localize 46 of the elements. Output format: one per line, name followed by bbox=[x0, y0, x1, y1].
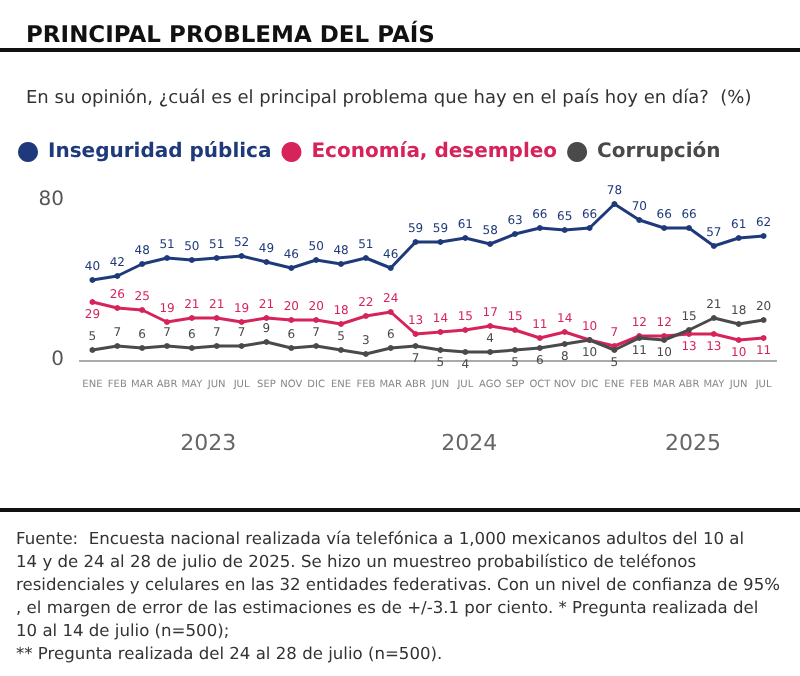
text: 2025 bbox=[665, 430, 721, 456]
point bbox=[89, 347, 96, 353]
point bbox=[412, 331, 419, 337]
line-series bbox=[89, 315, 767, 357]
legend-label: Economía, desempleo bbox=[311, 141, 558, 163]
legend-label: Inseguridad pública bbox=[48, 141, 272, 163]
point bbox=[760, 233, 767, 239]
point bbox=[288, 265, 295, 271]
point bbox=[387, 345, 394, 351]
point bbox=[437, 347, 444, 353]
point bbox=[89, 299, 96, 305]
text: 2023 bbox=[180, 430, 237, 456]
point bbox=[263, 315, 270, 321]
point bbox=[238, 343, 245, 349]
point bbox=[412, 239, 419, 245]
y-tick-label: 80 bbox=[38, 189, 64, 211]
point bbox=[412, 343, 419, 349]
point bbox=[561, 329, 568, 335]
point bbox=[710, 315, 717, 321]
point bbox=[114, 273, 121, 279]
point bbox=[760, 335, 767, 341]
point bbox=[437, 329, 444, 335]
point bbox=[437, 239, 444, 245]
y-tick-label: 0 bbox=[51, 349, 64, 371]
point bbox=[263, 259, 270, 265]
point bbox=[735, 235, 742, 241]
point bbox=[89, 277, 96, 283]
point bbox=[139, 307, 146, 313]
point bbox=[710, 243, 717, 249]
point bbox=[760, 317, 767, 323]
line-series bbox=[89, 201, 767, 283]
source-note: Fuente: Encuesta nacional realizada vía telefónica a 1,000 mexicanos adultos del 10 al 14 y de 24 al 28 de julio de 2025. Se hizo un muestreo probabilístico de teléfonos residenciales y celulares en las 32 entidades federativas. Con un nivel de confianza de 95%, el margen de error de las estimaciones es de +/-3.1 por ciento. * Pregunta realizada del 10 al 14 de julio (n=500); ** Pregunta realizada del 24 al 28 de julio (n=500). bbox=[16, 527, 781, 663]
point bbox=[238, 253, 245, 259]
point bbox=[611, 201, 618, 207]
point bbox=[238, 319, 245, 325]
point bbox=[735, 321, 742, 327]
text: 2024 bbox=[441, 430, 498, 456]
chart-title: PRINCIPAL PROBLEMA DEL PAÍS bbox=[26, 20, 435, 48]
point bbox=[586, 225, 593, 231]
point bbox=[735, 337, 742, 343]
point bbox=[636, 217, 643, 223]
legend-label: Corrupción bbox=[597, 141, 721, 163]
point bbox=[462, 235, 469, 241]
chart-subtitle: En su opinión, ¿cuál es el principal problema que hay en el país hoy en día? (%) bbox=[26, 87, 752, 109]
point bbox=[263, 339, 270, 345]
point bbox=[387, 265, 394, 271]
